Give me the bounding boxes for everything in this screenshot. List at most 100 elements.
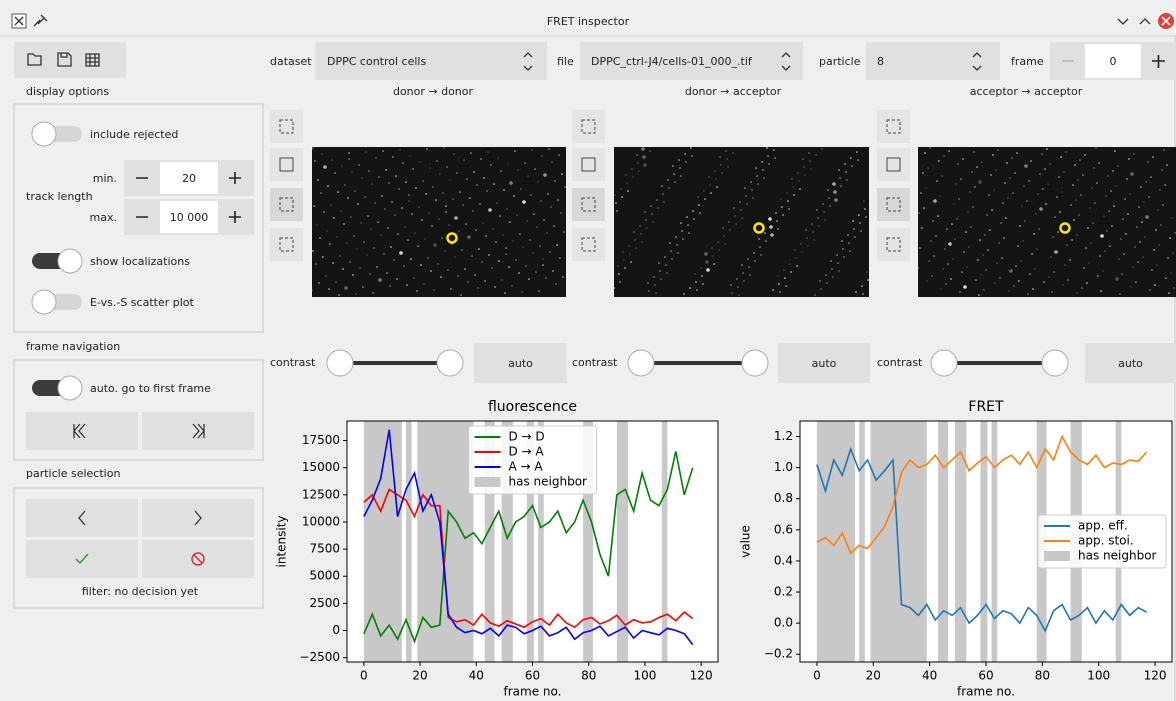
auto-button[interactable]: [1085, 343, 1176, 383]
maximize-button[interactable]: [1139, 18, 1151, 25]
legend-label: D → D: [509, 430, 545, 444]
zoom-icon: [886, 119, 901, 134]
minimize-button[interactable]: [1117, 18, 1129, 25]
speckle: [758, 238, 760, 240]
speckle: [921, 227, 923, 229]
speckle: [993, 189, 995, 191]
speckle: [522, 200, 526, 204]
file-combo[interactable]: [580, 42, 803, 80]
speckle: [759, 246, 761, 248]
speckle: [617, 265, 619, 267]
speckle: [465, 223, 467, 225]
speckle: [420, 264, 422, 266]
speckle: [337, 191, 339, 193]
dataset-combo[interactable]: [315, 42, 547, 80]
table-button[interactable]: [85, 53, 100, 67]
frame-field[interactable]: [1085, 44, 1141, 78]
speckle: [1173, 287, 1175, 289]
accept-button[interactable]: [26, 540, 138, 578]
auto-button[interactable]: [778, 343, 870, 383]
min-field[interactable]: [160, 162, 218, 194]
save-button[interactable]: [57, 52, 72, 67]
speckle: [848, 242, 850, 244]
speckle: [1137, 261, 1139, 263]
last-frame-button[interactable]: [142, 412, 254, 450]
speckle: [950, 278, 952, 280]
next-particle-button[interactable]: [142, 499, 254, 537]
slider-handle[interactable]: [930, 349, 958, 377]
zoom-button[interactable]: [270, 188, 303, 221]
zoom-button[interactable]: [270, 228, 303, 261]
slider-track[interactable]: [340, 361, 450, 365]
first-frame-button[interactable]: [26, 412, 138, 450]
zoom-button[interactable]: [877, 188, 910, 221]
speckle: [669, 242, 671, 244]
speckle: [396, 278, 398, 280]
speckle: [407, 239, 409, 241]
speckle: [534, 168, 536, 170]
slider-handle[interactable]: [436, 349, 464, 377]
speckle: [532, 252, 534, 254]
speckle: [710, 192, 712, 194]
speckle: [1095, 147, 1097, 149]
prev-particle-button[interactable]: [26, 499, 138, 537]
speckle: [1033, 233, 1035, 235]
zoom-icon: [886, 197, 901, 212]
speckle: [1138, 206, 1140, 208]
zoom-button[interactable]: [572, 188, 605, 221]
speckle: [514, 150, 516, 152]
zoom-button[interactable]: [877, 228, 910, 261]
speckle: [760, 254, 762, 256]
slider-track[interactable]: [641, 361, 755, 365]
speckle: [1118, 258, 1120, 260]
speckle: [647, 282, 649, 284]
zoom-button[interactable]: [572, 110, 605, 143]
speckle: [1009, 177, 1011, 179]
max-field[interactable]: [160, 201, 218, 233]
zoom-icon: [279, 157, 294, 172]
zoom-button[interactable]: [572, 148, 605, 181]
speckle: [397, 233, 399, 235]
speckle: [486, 190, 488, 192]
speckle: [1091, 187, 1093, 189]
field-label: particle: [819, 55, 861, 68]
slider-handle[interactable]: [627, 349, 655, 377]
x-tick-label: 40: [922, 669, 937, 683]
zoom-button[interactable]: [877, 110, 910, 143]
speckle: [456, 172, 458, 174]
speckle: [627, 190, 629, 192]
zoom-button[interactable]: [572, 228, 605, 261]
particle-combo[interactable]: [866, 42, 1000, 80]
speckle: [555, 283, 557, 285]
speckle: [864, 208, 866, 210]
speckle: [1148, 196, 1150, 198]
zoom-button[interactable]: [270, 110, 303, 143]
x-tick-label: 20: [412, 669, 427, 683]
speckle: [931, 275, 933, 277]
speckle: [1035, 213, 1037, 215]
slider-handle[interactable]: [741, 349, 769, 377]
slider-track[interactable]: [944, 361, 1055, 365]
speckle: [1153, 249, 1155, 251]
slider-handle[interactable]: [326, 349, 354, 377]
zoom-button[interactable]: [270, 148, 303, 181]
auto-button[interactable]: [474, 343, 567, 383]
speckle: [1064, 264, 1066, 266]
speckle: [1054, 216, 1056, 218]
slider-handle[interactable]: [1041, 349, 1069, 377]
speckle: [817, 217, 819, 219]
neighbor-span: [661, 421, 668, 662]
pin-button[interactable]: [33, 14, 48, 27]
speckle: [1141, 221, 1143, 223]
speckle: [384, 208, 386, 210]
y-tick-label: −0.2: [764, 647, 793, 661]
speckle: [399, 149, 401, 151]
speckle: [445, 211, 447, 213]
open-button[interactable]: [27, 53, 42, 66]
speckle: [746, 203, 748, 205]
speckle: [395, 175, 397, 177]
zoom-button[interactable]: [877, 148, 910, 181]
speckle: [662, 193, 664, 195]
speckle: [693, 218, 695, 220]
